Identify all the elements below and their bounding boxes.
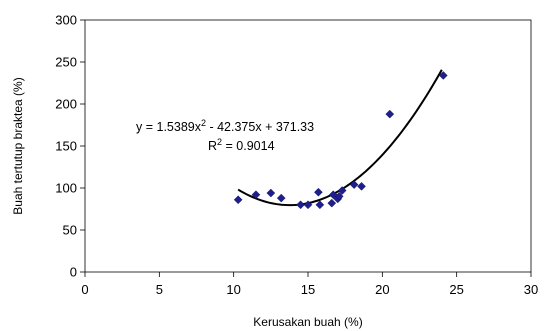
y-tick-label: 50 xyxy=(63,223,77,238)
x-tick-label: 15 xyxy=(301,282,315,297)
data-point xyxy=(438,71,448,80)
y-tick-label: 200 xyxy=(55,97,77,112)
y-axis-title: Buah tertutup braktea (%) xyxy=(11,77,25,214)
x-axis-title: Kerusakan buah (%) xyxy=(253,315,362,329)
y-axis: 0 50 100 150 200 250 300 xyxy=(55,13,85,280)
x-tick-label: 5 xyxy=(156,282,163,297)
r-squared-label: R2 = 0.9014 xyxy=(208,137,275,153)
data-point xyxy=(337,186,347,195)
data-point xyxy=(315,200,325,210)
data-point xyxy=(314,187,323,197)
x-tick-label: 0 xyxy=(81,282,88,297)
x-axis: 0 5 10 15 20 25 30 xyxy=(81,272,538,297)
x-tick-label: 25 xyxy=(449,282,463,297)
y-tick-label: 250 xyxy=(55,55,77,70)
data-point xyxy=(349,180,359,189)
data-point xyxy=(296,200,305,210)
data-points xyxy=(233,71,448,210)
data-point xyxy=(266,188,276,198)
x-tick-label: 30 xyxy=(524,282,538,297)
y-tick-label: 150 xyxy=(55,139,77,154)
data-point xyxy=(334,192,344,201)
data-point xyxy=(251,190,261,200)
data-point xyxy=(233,195,243,205)
x-tick-label: 10 xyxy=(226,282,240,297)
y-tick-label: 300 xyxy=(55,13,77,28)
y-tick-label: 0 xyxy=(70,265,77,280)
data-point xyxy=(327,198,337,208)
y-tick-label: 100 xyxy=(55,181,77,196)
data-point xyxy=(303,200,313,210)
x-tick-label: 20 xyxy=(375,282,389,297)
trendline-equation: y = 1.5389x2 - 42.375x + 371.33 xyxy=(136,118,314,134)
data-point xyxy=(276,193,286,203)
data-point xyxy=(385,109,395,119)
data-point xyxy=(357,181,366,191)
plot-area xyxy=(84,19,532,273)
